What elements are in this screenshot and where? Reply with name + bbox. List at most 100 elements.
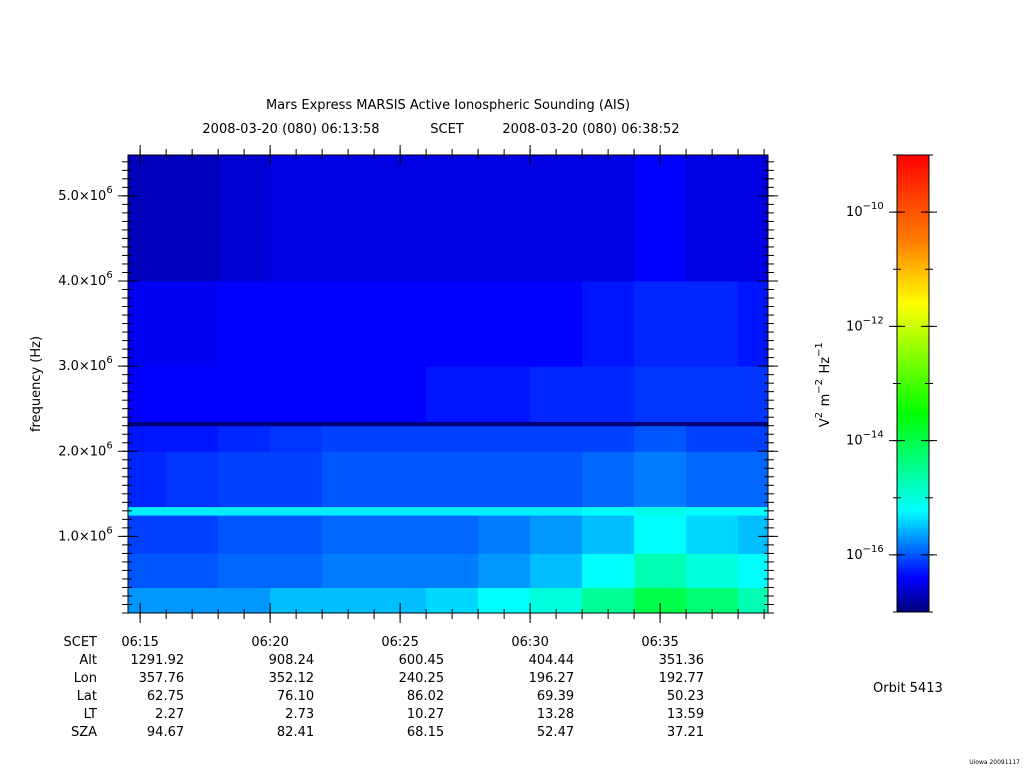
heatmap-cell <box>270 515 323 554</box>
heatmap-cell <box>218 515 271 554</box>
ephemeris-value: 1291.92 <box>130 653 184 668</box>
heatmap-cell <box>582 366 635 422</box>
ephemeris-value: 908.24 <box>269 653 315 668</box>
heatmap-cell <box>582 425 635 452</box>
heatmap-cell <box>322 421 375 427</box>
heatmap-cell <box>582 515 635 554</box>
heatmap-cell <box>166 366 219 422</box>
y-tick-label: 3.0×106 <box>58 355 114 374</box>
heatmap-cell <box>322 366 375 422</box>
ephemeris-time-label: SCET <box>64 635 98 650</box>
plot-frame <box>127 154 769 614</box>
heatmap-cell <box>530 425 583 452</box>
heatmap-cell <box>166 515 219 554</box>
heatmap-cell <box>128 366 167 422</box>
heatmap-cell <box>128 280 167 367</box>
y-axis-label: frequency (Hz) <box>29 336 44 432</box>
ephemeris-value: 62.75 <box>147 689 184 704</box>
ephemeris-value: 10.27 <box>407 707 444 722</box>
heatmap-cell <box>270 506 323 516</box>
heatmap-cell <box>166 421 219 427</box>
subtitle-start: 2008-03-20 (080) 06:13:58 <box>202 122 379 137</box>
heatmap-cell <box>686 506 739 516</box>
heatmap-cell <box>374 515 427 554</box>
heatmap-cell <box>322 451 375 508</box>
heatmap-cell <box>374 451 427 508</box>
ephemeris-label: Lon <box>74 671 97 686</box>
heatmap-cell <box>270 421 323 427</box>
ephemeris-value: 196.27 <box>529 671 575 686</box>
ephemeris-label: Lat <box>77 689 97 704</box>
heatmap-cell <box>166 425 219 452</box>
heatmap-cell <box>582 553 635 588</box>
heatmap-cell <box>322 515 375 554</box>
colorbar-tick-label: 10−10 <box>846 201 885 220</box>
heatmap-cell <box>374 421 427 427</box>
colorbar-tick-label: 10−16 <box>846 544 885 563</box>
heatmap-cell <box>530 506 583 516</box>
heatmap-cell <box>634 366 687 422</box>
heatmap-cell <box>426 366 479 422</box>
heatmap-cell <box>478 515 531 554</box>
heatmap-cell <box>478 155 531 282</box>
heatmap-cell <box>530 451 583 508</box>
colorbar-tick-label: 10−14 <box>846 430 885 449</box>
ephemeris-value: 37.21 <box>667 725 704 740</box>
heatmap-cell <box>426 506 479 516</box>
heatmap-cell <box>322 425 375 452</box>
heatmap-cell <box>582 280 635 367</box>
heatmap-cell <box>426 553 479 588</box>
ephemeris-value: 86.02 <box>407 689 444 704</box>
heatmap-cell <box>270 366 323 422</box>
heatmap-cell <box>322 506 375 516</box>
ephemeris-value: 240.25 <box>399 671 445 686</box>
heatmap-cell <box>426 280 479 367</box>
y-tick-label: 2.0×106 <box>58 440 114 459</box>
heatmap-cell <box>738 506 769 516</box>
heatmap-cell <box>478 280 531 367</box>
heatmap-cell <box>686 553 739 588</box>
heatmap-cell <box>374 553 427 588</box>
heatmap-cell <box>582 155 635 282</box>
heatmap-cell <box>374 366 427 422</box>
ephemeris-value: 94.67 <box>147 725 184 740</box>
ephemeris-value: 13.28 <box>537 707 574 722</box>
heatmap-cell <box>738 587 769 614</box>
heatmap-cell <box>322 280 375 367</box>
heatmap-cell <box>634 425 687 452</box>
heatmap-cell <box>128 451 167 508</box>
heatmap-cell <box>738 155 769 282</box>
heatmap-cell <box>128 506 167 516</box>
ephemeris-value: 69.39 <box>537 689 574 704</box>
heatmap-cell <box>686 515 739 554</box>
ephemeris-value: 600.45 <box>399 653 445 668</box>
heatmap-cell <box>426 425 479 452</box>
heatmap-cell <box>738 451 769 508</box>
heatmap-cell <box>478 425 531 452</box>
ephemeris-value: 50.23 <box>667 689 704 704</box>
heatmap-cell <box>530 421 583 427</box>
heatmap-cell <box>634 506 687 516</box>
heatmap-cell <box>738 280 769 367</box>
colorbar <box>896 154 930 613</box>
heatmap-cell <box>530 553 583 588</box>
heatmap-cell <box>478 366 531 422</box>
heatmap-cell <box>738 515 769 554</box>
heatmap-cell <box>270 425 323 452</box>
heatmap-cell <box>738 366 769 422</box>
ephemeris-value: 192.77 <box>659 671 705 686</box>
heatmap-cell <box>166 280 219 367</box>
heatmap-cell <box>270 451 323 508</box>
ephemeris-value: 76.10 <box>277 689 314 704</box>
heatmap-cell <box>634 155 687 282</box>
y-tick-label: 4.0×106 <box>58 270 114 289</box>
heatmap-cell <box>478 506 531 516</box>
heatmap-cell <box>478 553 531 588</box>
heatmap-cell <box>218 425 271 452</box>
heatmap-cell <box>166 155 219 282</box>
heatmap-cell <box>582 451 635 508</box>
heatmap-cell <box>218 155 271 282</box>
ephemeris-value: 357.76 <box>139 671 185 686</box>
heatmap-cell <box>322 553 375 588</box>
heatmap-cell <box>166 506 219 516</box>
